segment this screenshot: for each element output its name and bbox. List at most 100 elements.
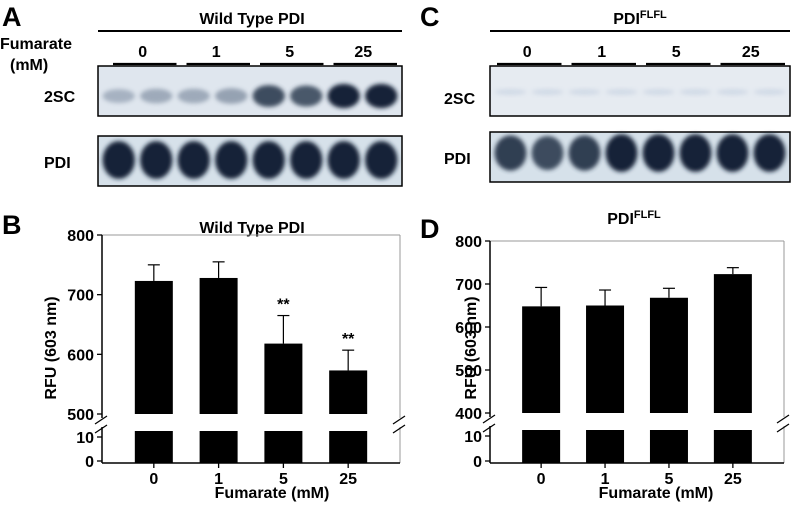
panel-c-pdi-band xyxy=(716,134,749,172)
panel-c-2sc-band xyxy=(679,89,712,95)
panel-b-bar-lower xyxy=(329,431,368,463)
panel-a-lane-label-5: 5 xyxy=(285,44,294,61)
panel-b-bar-lower xyxy=(199,431,238,463)
panel-a-lane-label-1: 1 xyxy=(212,44,221,61)
panel-a-pdi-band xyxy=(102,141,135,179)
panel-a-2sc-band xyxy=(140,88,173,104)
panel-c-header: PDIFLFL xyxy=(613,9,667,28)
panel-d-break-mark-left xyxy=(482,423,496,433)
panel-c-pdi-band xyxy=(605,134,638,172)
panel-b-bar xyxy=(329,370,368,414)
panel-c-2sc-band xyxy=(716,89,749,95)
panel-b-y-tick-label: 0 xyxy=(85,454,94,471)
panel-a-2sc-bands xyxy=(102,83,398,109)
panel-b-x-tick-label: 5 xyxy=(279,471,288,488)
panel-b-xlabel: Fumarate (mM) xyxy=(215,485,330,502)
panel-b-chart-title: Wild Type PDI xyxy=(199,220,304,237)
panel-b-break-mark-right xyxy=(392,415,406,425)
panel-d-y-tick-label: 0 xyxy=(473,454,482,471)
fumarate-row-label: Fumarate xyxy=(0,36,72,53)
fumarate-unit-label: (mM) xyxy=(10,57,48,74)
panel-d-ylabel: RFU (603 nm) xyxy=(463,296,480,399)
panel-c-2sc-band xyxy=(753,89,786,95)
panel-b-y-tick-label: 800 xyxy=(67,228,94,245)
panel-a-2sc-band xyxy=(102,89,135,103)
panel-b-x-tick-label: 0 xyxy=(149,471,158,488)
panel-a: A Wild Type PDI Fumarate (mM) 0 1 5 25 2SC … xyxy=(0,2,403,187)
panel-a-pdi-label: PDI xyxy=(44,155,71,172)
panel-a-2sc-band xyxy=(365,83,398,109)
panel-c: C PDIFLFL 0 1 5 25 2SC PDI xyxy=(420,2,791,183)
panel-a-2sc-band xyxy=(290,85,323,107)
panel-c-2sc-band xyxy=(642,89,675,95)
panel-d-x-tick-label: 25 xyxy=(724,471,742,488)
panel-d-bar-lower xyxy=(649,430,688,463)
panel-d-xlabel: Fumarate (mM) xyxy=(599,485,714,502)
panel-d-bar-lower xyxy=(522,430,561,463)
panel-a-2sc-label: 2SC xyxy=(44,89,76,106)
panel-a-pdi-band xyxy=(215,141,248,179)
panel-d-y-tick-label: 800 xyxy=(455,234,482,251)
panel-b-ylabel: RFU (603 nm) xyxy=(43,296,60,399)
panel-b-bar xyxy=(199,277,238,414)
panel-d-bar-lower xyxy=(586,430,625,463)
panel-a-lane-label-25: 25 xyxy=(354,44,372,61)
panel-b-bar-lower xyxy=(134,431,173,463)
panel-a-pdi-band xyxy=(177,141,210,179)
panel-d-break-mark-right xyxy=(776,423,790,433)
panel-c-lane-label-0: 0 xyxy=(523,44,532,61)
panel-a-pdi-band xyxy=(365,141,398,179)
panel-c-lane-label-1: 1 xyxy=(597,44,606,61)
panel-a-lane-label-0: 0 xyxy=(138,44,147,61)
panel-c-pdi-band xyxy=(642,134,675,172)
panel-c-2sc-band xyxy=(531,89,564,95)
panel-b-y-tick-label: 10 xyxy=(76,430,94,447)
panel-b-break-mark-left xyxy=(94,424,108,434)
panel-c-pdi-band xyxy=(679,134,712,172)
panel-b-x-tick-label: 25 xyxy=(339,471,357,488)
panel-d-bar xyxy=(649,297,688,413)
panel-d-y-tick-label: 500 xyxy=(455,363,482,380)
panel-c-lane-label-5: 5 xyxy=(672,44,681,61)
panel-c-2sc-label: 2SC xyxy=(444,91,476,108)
panel-d-break-mark-left xyxy=(482,414,496,424)
panel-d-letter: D xyxy=(420,214,440,244)
panel-c-pdi-band xyxy=(568,135,601,171)
panel-b-break-mark-right xyxy=(392,424,406,434)
panel-a-pdi-band xyxy=(327,141,360,179)
panel-a-2sc-band xyxy=(327,83,360,109)
panel-a-lane-groups: 0 1 5 25 xyxy=(113,44,397,66)
panel-d-y-tick-label: 400 xyxy=(455,406,482,423)
panel-b-letter: B xyxy=(2,210,22,240)
panel-c-2sc-bands xyxy=(494,89,786,95)
panel-b-y-tick-label: 500 xyxy=(67,407,94,424)
panel-a-pdi-band xyxy=(140,141,173,179)
panel-a-pdi-band xyxy=(290,141,323,179)
panel-c-letter: C xyxy=(420,2,440,32)
panel-a-pdi-bands xyxy=(102,141,398,179)
panel-a-2sc-band xyxy=(252,85,285,107)
panel-a-2sc-band xyxy=(177,88,210,104)
panel-d-break-mark-right xyxy=(776,414,790,424)
panel-d-y-tick-label: 700 xyxy=(455,277,482,294)
panel-c-pdi-label: PDI xyxy=(444,151,471,168)
panel-c-pdi-band xyxy=(753,134,786,172)
panel-d-bar xyxy=(713,274,752,413)
panel-b-y-tick-label: 600 xyxy=(67,347,94,364)
panel-c-2sc-band xyxy=(568,89,601,95)
panel-d-chart-title: PDIFLFL xyxy=(607,209,661,228)
panel-d-bar-lower xyxy=(713,430,752,463)
panel-c-lane-groups: 0 1 5 25 xyxy=(497,44,785,66)
panel-b-bar-lower xyxy=(264,431,303,463)
panel-d-y-tick-label: 600 xyxy=(455,320,482,337)
panel-a-letter: A xyxy=(2,2,22,32)
panel-d-chart: D PDIFLFL RFU (603 nm) Fumarate (mM) 400… xyxy=(420,209,790,502)
panel-c-pdi-bands xyxy=(494,134,786,172)
panel-c-2sc-band xyxy=(605,89,638,95)
panel-b-x-tick-label: 1 xyxy=(214,471,223,488)
panel-d-x-tick-label: 5 xyxy=(665,471,674,488)
panel-b-significance-label: ** xyxy=(342,331,355,348)
panel-b-bar xyxy=(134,280,173,414)
panel-b-break-mark-left xyxy=(94,415,108,425)
panel-b-significance-label: ** xyxy=(277,297,290,314)
